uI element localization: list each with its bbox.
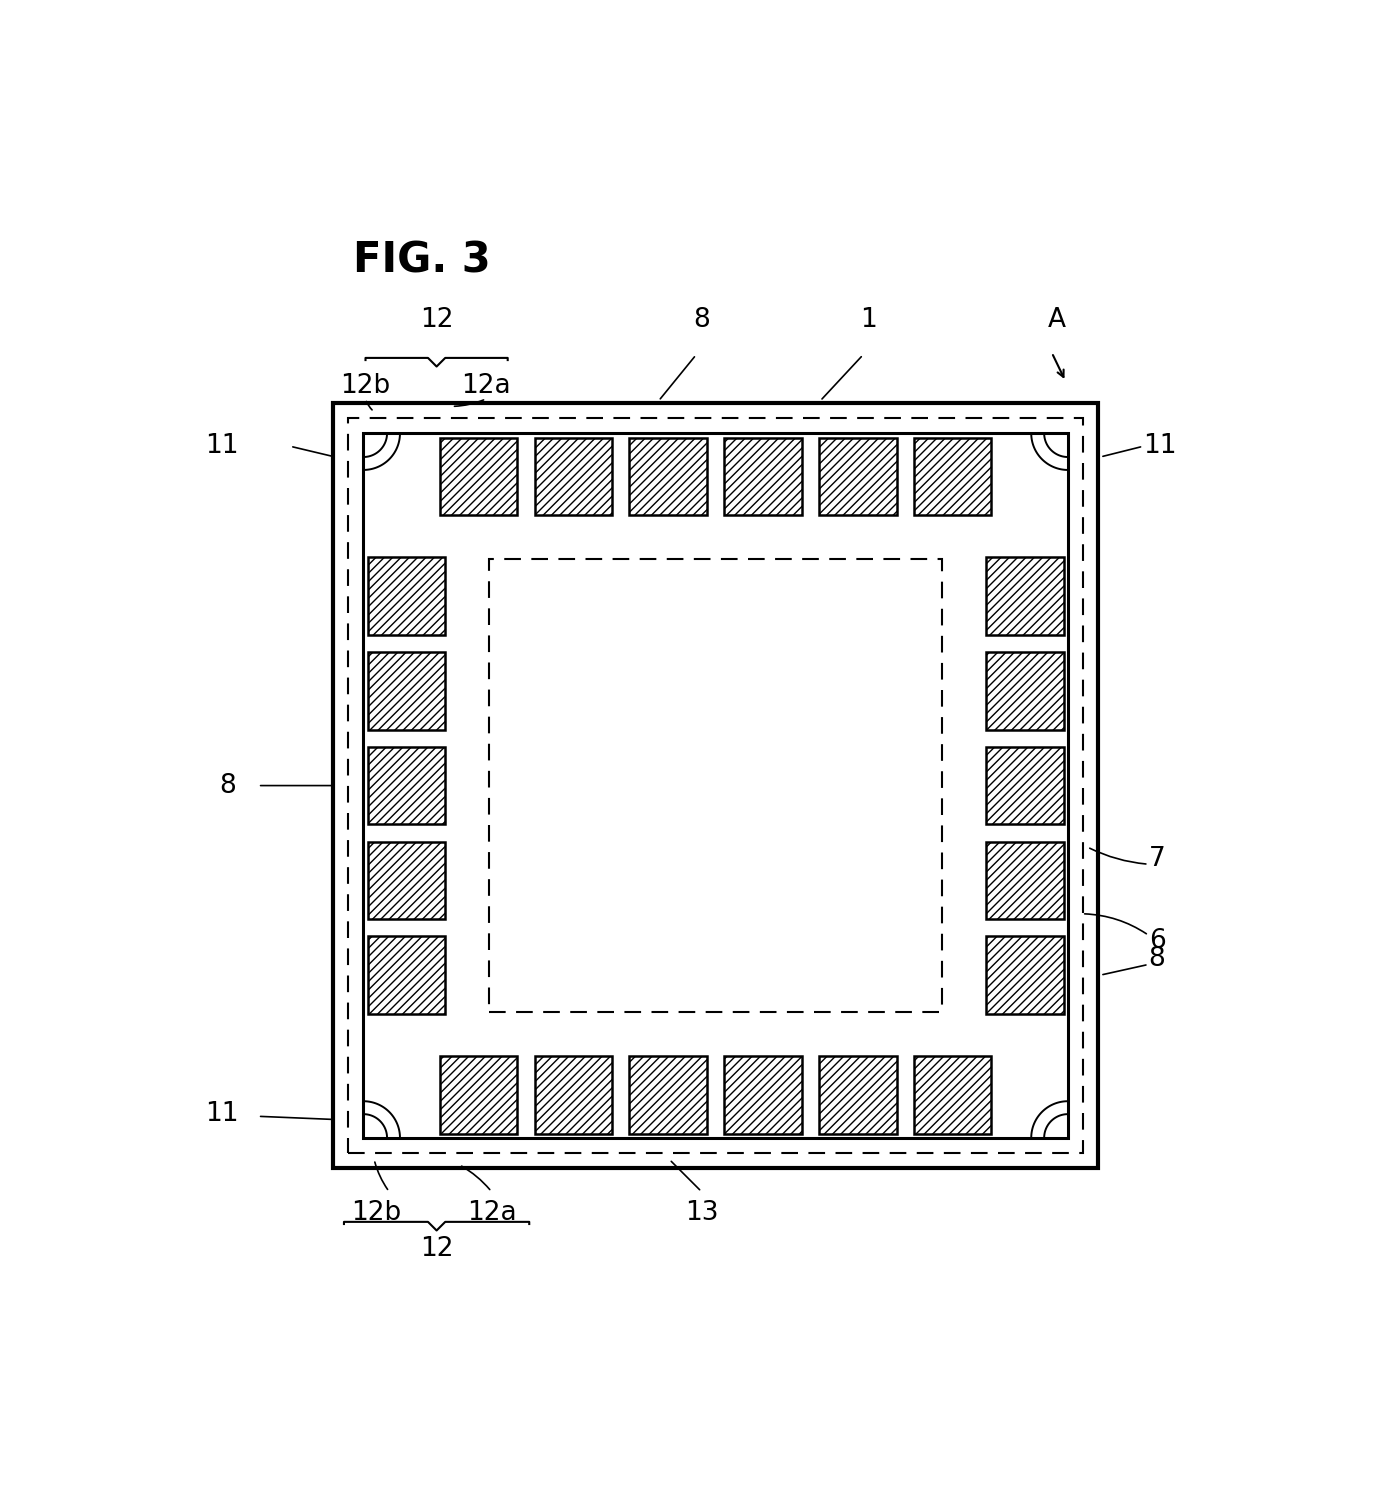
Text: 11: 11 <box>1144 433 1177 460</box>
Bar <box>986 842 1063 920</box>
Text: A: A <box>1048 307 1066 333</box>
Text: 11: 11 <box>204 433 239 460</box>
Text: 13: 13 <box>685 1200 719 1227</box>
Bar <box>439 1056 517 1134</box>
Bar <box>439 437 517 515</box>
Bar <box>367 748 445 824</box>
Bar <box>819 437 897 515</box>
Bar <box>535 437 612 515</box>
Bar <box>986 748 1063 824</box>
Text: 8: 8 <box>220 773 236 798</box>
Text: 8: 8 <box>1148 947 1165 972</box>
Bar <box>819 1056 897 1134</box>
Text: 12: 12 <box>420 307 453 333</box>
Bar <box>367 557 445 635</box>
Text: 12a: 12a <box>467 1200 516 1227</box>
Bar <box>986 936 1063 1014</box>
Text: FIG. 3: FIG. 3 <box>353 240 491 282</box>
Bar <box>367 652 445 730</box>
Bar <box>913 1056 991 1134</box>
Bar <box>724 437 802 515</box>
Bar <box>334 403 1098 1168</box>
Bar <box>367 842 445 920</box>
Bar <box>363 433 1068 1138</box>
Bar <box>630 1056 708 1134</box>
Text: 1: 1 <box>860 307 877 333</box>
Text: 8: 8 <box>694 307 710 333</box>
Bar <box>367 936 445 1014</box>
Bar <box>724 1056 802 1134</box>
Text: 12: 12 <box>420 1236 453 1261</box>
Bar <box>535 1056 612 1134</box>
Bar <box>489 559 942 1011</box>
Bar <box>986 652 1063 730</box>
Text: 12b: 12b <box>352 1200 402 1227</box>
Text: 6: 6 <box>1148 927 1165 954</box>
Text: 12a: 12a <box>461 373 512 398</box>
Text: 7: 7 <box>1148 846 1165 872</box>
Bar <box>349 418 1083 1153</box>
Text: 12b: 12b <box>341 373 391 398</box>
Text: 11: 11 <box>204 1101 239 1126</box>
Bar <box>913 437 991 515</box>
Bar <box>986 557 1063 635</box>
Bar <box>630 437 708 515</box>
